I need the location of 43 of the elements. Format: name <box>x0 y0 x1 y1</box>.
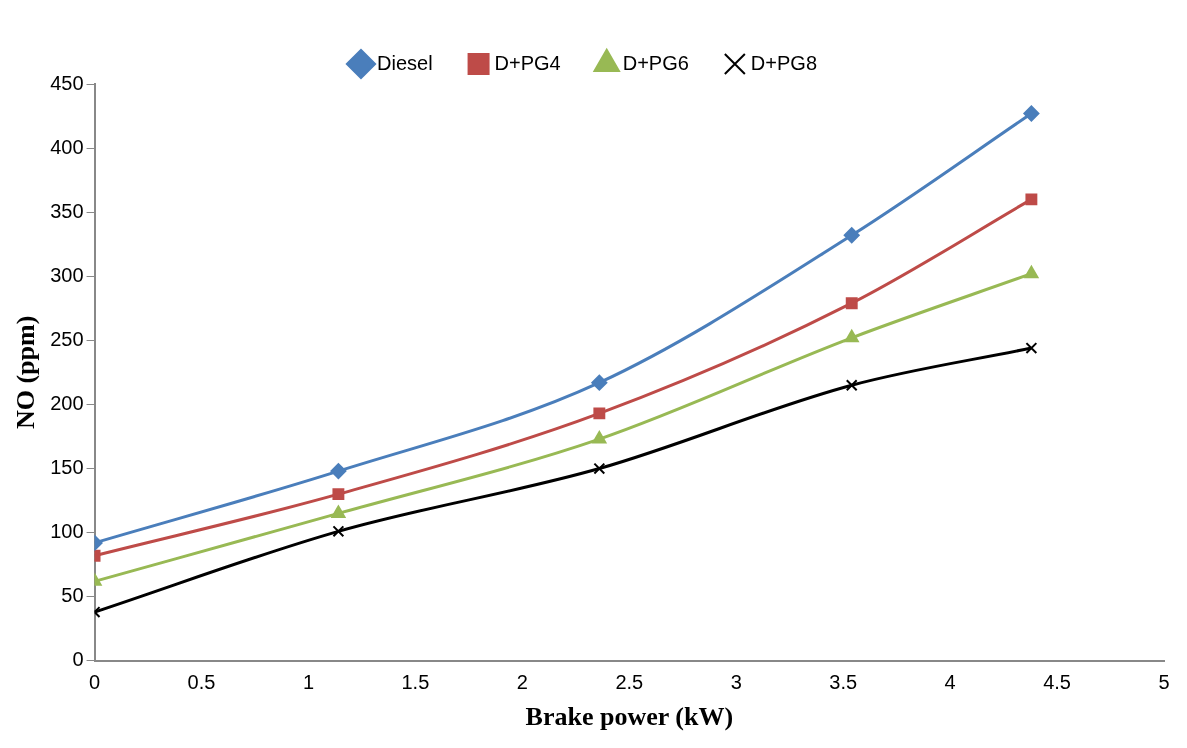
legend-label: D+PG4 <box>494 51 561 74</box>
point <box>593 407 606 420</box>
y-tick-label: 300 <box>50 263 84 286</box>
y-tick-label: 450 <box>50 71 84 94</box>
y-tick-label: 0 <box>72 648 84 671</box>
x-tick-label: 1.5 <box>401 671 430 694</box>
point <box>1024 265 1039 279</box>
y-tick-label: 50 <box>61 584 84 607</box>
x-tick-label: 2.5 <box>615 671 644 694</box>
point <box>331 505 346 518</box>
point <box>844 329 859 343</box>
x-axis-title: Brake power (kW) <box>525 702 734 732</box>
y-tick-label: 400 <box>50 135 84 158</box>
x-tick-label: 0.5 <box>187 671 216 694</box>
y-tick-label: 200 <box>50 391 84 414</box>
x-tick-label: 4 <box>944 671 956 694</box>
point <box>332 488 345 501</box>
legend-label: D+PG6 <box>622 51 689 74</box>
point <box>1025 342 1038 354</box>
point <box>845 297 858 310</box>
point <box>330 463 347 480</box>
legend-label: Diesel <box>377 51 433 74</box>
y-tick-label: 150 <box>50 456 84 479</box>
legend-label: D+PG8 <box>750 51 818 74</box>
x-tick-label: 2 <box>516 671 528 694</box>
x-tick-label: 1 <box>302 671 315 694</box>
x-tick-label: 3 <box>730 671 742 694</box>
point <box>591 374 608 391</box>
x-tick-label: 4.5 <box>1043 671 1071 694</box>
point <box>845 379 858 392</box>
point <box>1025 193 1038 206</box>
point <box>332 525 345 538</box>
y-axis-title: NO (ppm) <box>11 315 41 430</box>
point <box>592 431 607 444</box>
y-tick-label: 100 <box>50 520 84 543</box>
x-tick-label: 5 <box>1158 671 1170 694</box>
x-tick-label: 0 <box>89 671 101 694</box>
y-tick-label: 250 <box>50 327 84 350</box>
point <box>593 462 606 475</box>
x-tick-label: 3.5 <box>829 671 858 694</box>
point <box>1023 105 1040 122</box>
y-tick-label: 350 <box>50 199 84 222</box>
point <box>843 227 860 244</box>
